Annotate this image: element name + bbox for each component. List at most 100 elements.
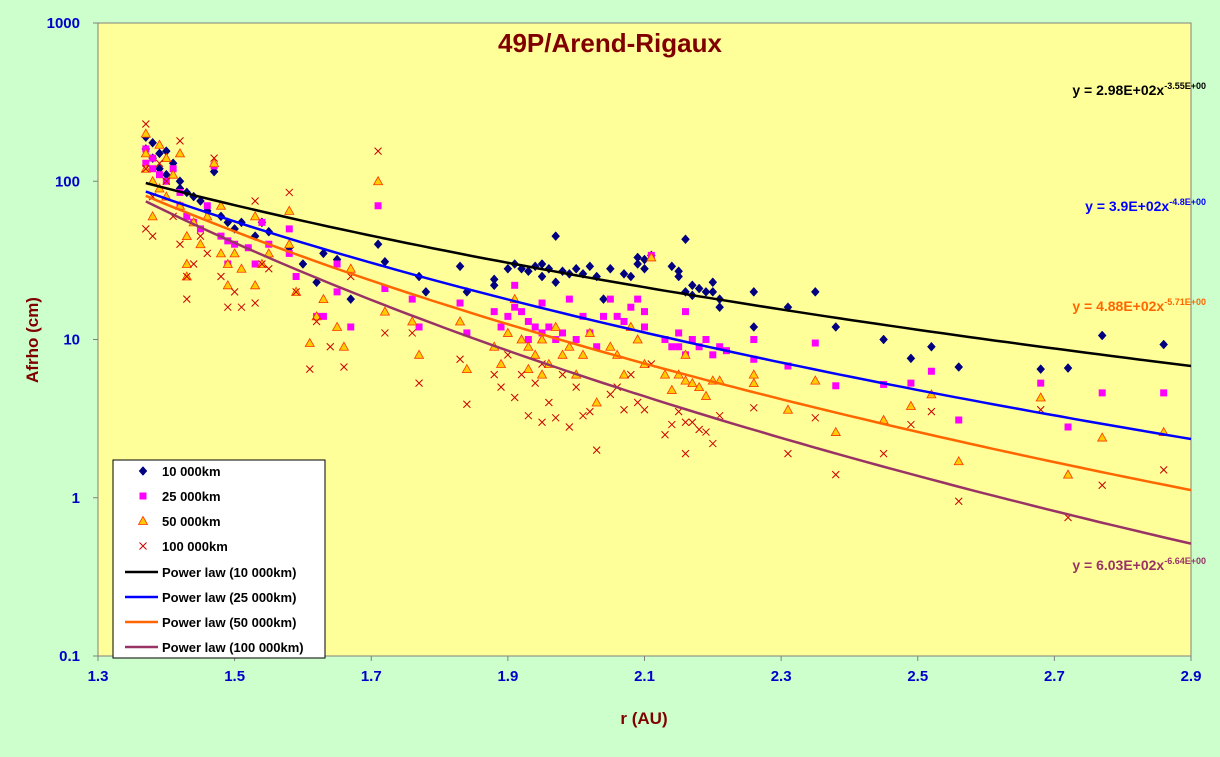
- data-point: [599, 294, 608, 304]
- data-point: [579, 312, 587, 320]
- data-point: [1097, 330, 1107, 341]
- data-point: [680, 349, 691, 359]
- data-point: [1036, 364, 1046, 374]
- data-point: [675, 343, 683, 351]
- data-point: [196, 232, 205, 240]
- data-point: [585, 407, 594, 416]
- data-point: [551, 231, 561, 242]
- x-tick-label: 1.9: [497, 668, 518, 685]
- data-point: [347, 323, 355, 331]
- data-point: [1097, 432, 1108, 442]
- x-tick-label: 2.5: [907, 668, 928, 685]
- data-point: [627, 303, 635, 311]
- data-point: [511, 281, 519, 289]
- data-point: [285, 225, 293, 233]
- data-point: [161, 152, 172, 163]
- data-point: [831, 470, 840, 479]
- data-point: [319, 248, 328, 259]
- data-point: [381, 285, 389, 293]
- y-tick-label: 10: [63, 332, 80, 349]
- data-point: [811, 339, 819, 347]
- data-point: [196, 196, 205, 206]
- data-point: [1098, 389, 1106, 397]
- data-point: [600, 312, 608, 320]
- data-point: [208, 157, 220, 168]
- data-point: [619, 268, 629, 279]
- data-point: [251, 260, 259, 268]
- fit-line-2: [145, 194, 1192, 492]
- data-point: [545, 398, 553, 407]
- data-point: [633, 398, 642, 407]
- data-point: [338, 341, 350, 351]
- data-point: [592, 446, 601, 454]
- data-point: [537, 271, 547, 282]
- data-point: [1035, 392, 1046, 402]
- data-point: [155, 171, 163, 179]
- data-point: [141, 164, 150, 173]
- data-point: [312, 317, 321, 326]
- data-point: [830, 426, 841, 436]
- data-point: [927, 341, 936, 352]
- data-point: [292, 273, 300, 281]
- data-point: [695, 425, 704, 434]
- data-point: [524, 411, 533, 420]
- data-point: [709, 351, 717, 359]
- data-point: [142, 159, 150, 167]
- legend-label: Power law (25 000km): [162, 590, 296, 605]
- y-tick-label: 1: [72, 490, 80, 507]
- data-point: [1037, 379, 1045, 387]
- data-point: [1098, 481, 1107, 490]
- series-0: [141, 132, 1169, 374]
- data-point: [461, 363, 473, 374]
- data-point: [510, 393, 519, 402]
- axes-layer: 1.3 1.5 1.7 1.9 2.1 2.3 2.5 2.7 2.9 0.1 1 10 100 1000: [47, 15, 1202, 685]
- x-tick-label: 1.5: [224, 668, 245, 685]
- data-point: [413, 349, 425, 359]
- x-tick-label: 2.3: [771, 668, 792, 685]
- data-point: [531, 379, 540, 387]
- data-point: [455, 261, 465, 272]
- data-point: [167, 169, 179, 179]
- data-point: [523, 341, 534, 351]
- data-point: [640, 263, 649, 274]
- data-point: [148, 137, 157, 148]
- data-point: [626, 370, 635, 379]
- legend-label: Power law (50 000km): [162, 615, 296, 630]
- data-point: [1159, 339, 1169, 350]
- data-point: [668, 343, 676, 351]
- data-point: [517, 370, 526, 379]
- data-point: [1160, 389, 1168, 397]
- data-point: [584, 327, 596, 337]
- data-point: [162, 177, 171, 186]
- data-point: [258, 218, 266, 226]
- data-point: [831, 322, 841, 332]
- data-point: [454, 316, 466, 326]
- data-point: [148, 232, 157, 240]
- data-point: [249, 211, 261, 221]
- fit-line-1: [145, 190, 1192, 441]
- data-point: [558, 266, 567, 277]
- data-point: [1159, 466, 1168, 474]
- fit-equation-1: y = 3.9E+02x-4.8E+00: [1085, 197, 1206, 214]
- chart-title: 49P/Arend-Rigaux: [498, 28, 722, 58]
- data-point: [421, 286, 431, 297]
- data-point: [141, 120, 150, 128]
- data-point: [229, 248, 240, 258]
- data-point: [333, 288, 341, 296]
- legend-label: Power law (10 000km): [162, 565, 296, 580]
- data-point: [879, 334, 888, 345]
- data-point: [518, 308, 526, 316]
- data-point: [531, 323, 539, 331]
- fit-equation-2: y = 4.88E+02x-5.71E+00: [1072, 297, 1206, 314]
- data-point: [810, 286, 820, 297]
- data-point: [141, 225, 150, 233]
- legend-label: 25 000km: [162, 489, 221, 504]
- data-point: [456, 299, 464, 307]
- data-point: [237, 303, 246, 312]
- data-point: [264, 264, 273, 273]
- data-point: [217, 272, 225, 281]
- y-axis-label: Afrho (cm): [23, 297, 42, 383]
- data-point: [641, 323, 648, 331]
- data-point: [708, 277, 718, 288]
